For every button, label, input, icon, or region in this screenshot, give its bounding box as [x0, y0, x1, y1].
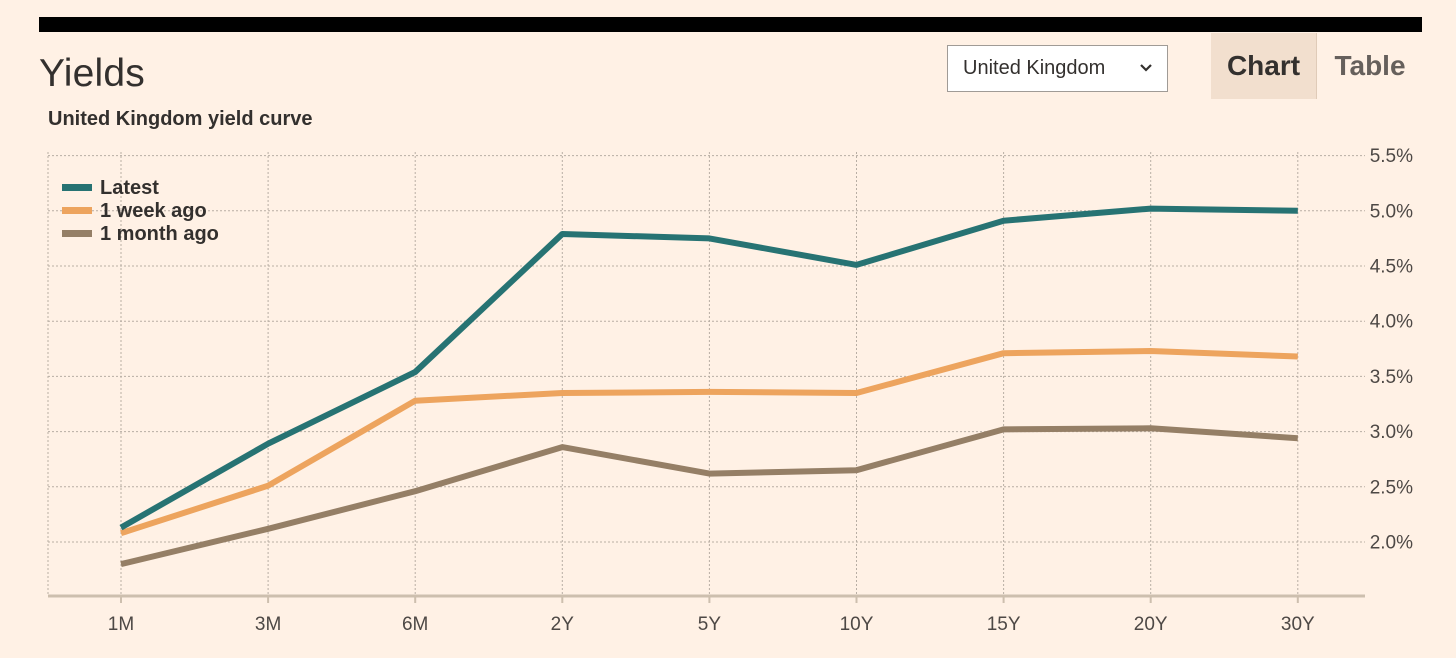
y-tick-label: 2.5%	[1370, 477, 1413, 498]
x-tick-label: 15Y	[987, 614, 1021, 635]
x-tick-label: 3M	[255, 614, 281, 635]
x-tick-label: 30Y	[1281, 614, 1315, 635]
x-tick-label: 2Y	[551, 614, 575, 635]
legend-swatch	[62, 230, 92, 237]
tab-chart[interactable]: Chart	[1211, 33, 1317, 99]
y-axis: 2.0% 2.5% 3.0% 3.5% 4.0% 4.5% 5.0% 5.5%	[1370, 146, 1413, 553]
x-tick-label: 20Y	[1134, 614, 1168, 635]
y-tick-label: 3.5%	[1370, 367, 1413, 388]
country-select[interactable]: United Kingdom	[947, 45, 1168, 92]
y-tick-label: 4.5%	[1370, 257, 1413, 278]
series-line-latest	[119, 205, 1298, 531]
series-line-1-week-ago	[120, 348, 1298, 537]
x-tick-label: 6M	[402, 614, 428, 635]
x-tick-label: 1M	[108, 614, 134, 635]
legend-label: 1 month ago	[100, 223, 219, 245]
y-tick-label: 2.0%	[1370, 533, 1413, 554]
legend-swatch	[62, 207, 92, 214]
tab-table-label: Table	[1334, 50, 1406, 81]
series	[119, 205, 1299, 568]
x-tick-label: 10Y	[840, 614, 874, 635]
y-tick-label: 5.5%	[1370, 146, 1413, 167]
chart-title: United Kingdom yield curve	[48, 108, 313, 130]
legend-label: Latest	[100, 177, 159, 199]
x-axis: 1M 3M 6M 2Y 5Y 10Y 15Y 20Y 30Y	[48, 594, 1365, 635]
series-line-1-month-ago	[120, 425, 1299, 568]
page-title: Yields	[39, 52, 145, 95]
tab-chart-label: Chart	[1226, 50, 1301, 81]
top-rule	[39, 17, 1422, 32]
x-tick-label: 5Y	[698, 614, 722, 635]
y-tick-label: 4.0%	[1370, 312, 1413, 333]
y-tick-label: 5.0%	[1370, 201, 1413, 222]
tab-table[interactable]: Table	[1318, 33, 1422, 99]
chevron-down-icon	[1140, 64, 1152, 72]
legend-swatch	[62, 184, 92, 191]
country-select-value: United Kingdom	[963, 57, 1106, 79]
y-tick-label: 3.0%	[1370, 422, 1413, 443]
legend-label: 1 week ago	[100, 200, 207, 222]
grid	[47, 152, 1365, 596]
